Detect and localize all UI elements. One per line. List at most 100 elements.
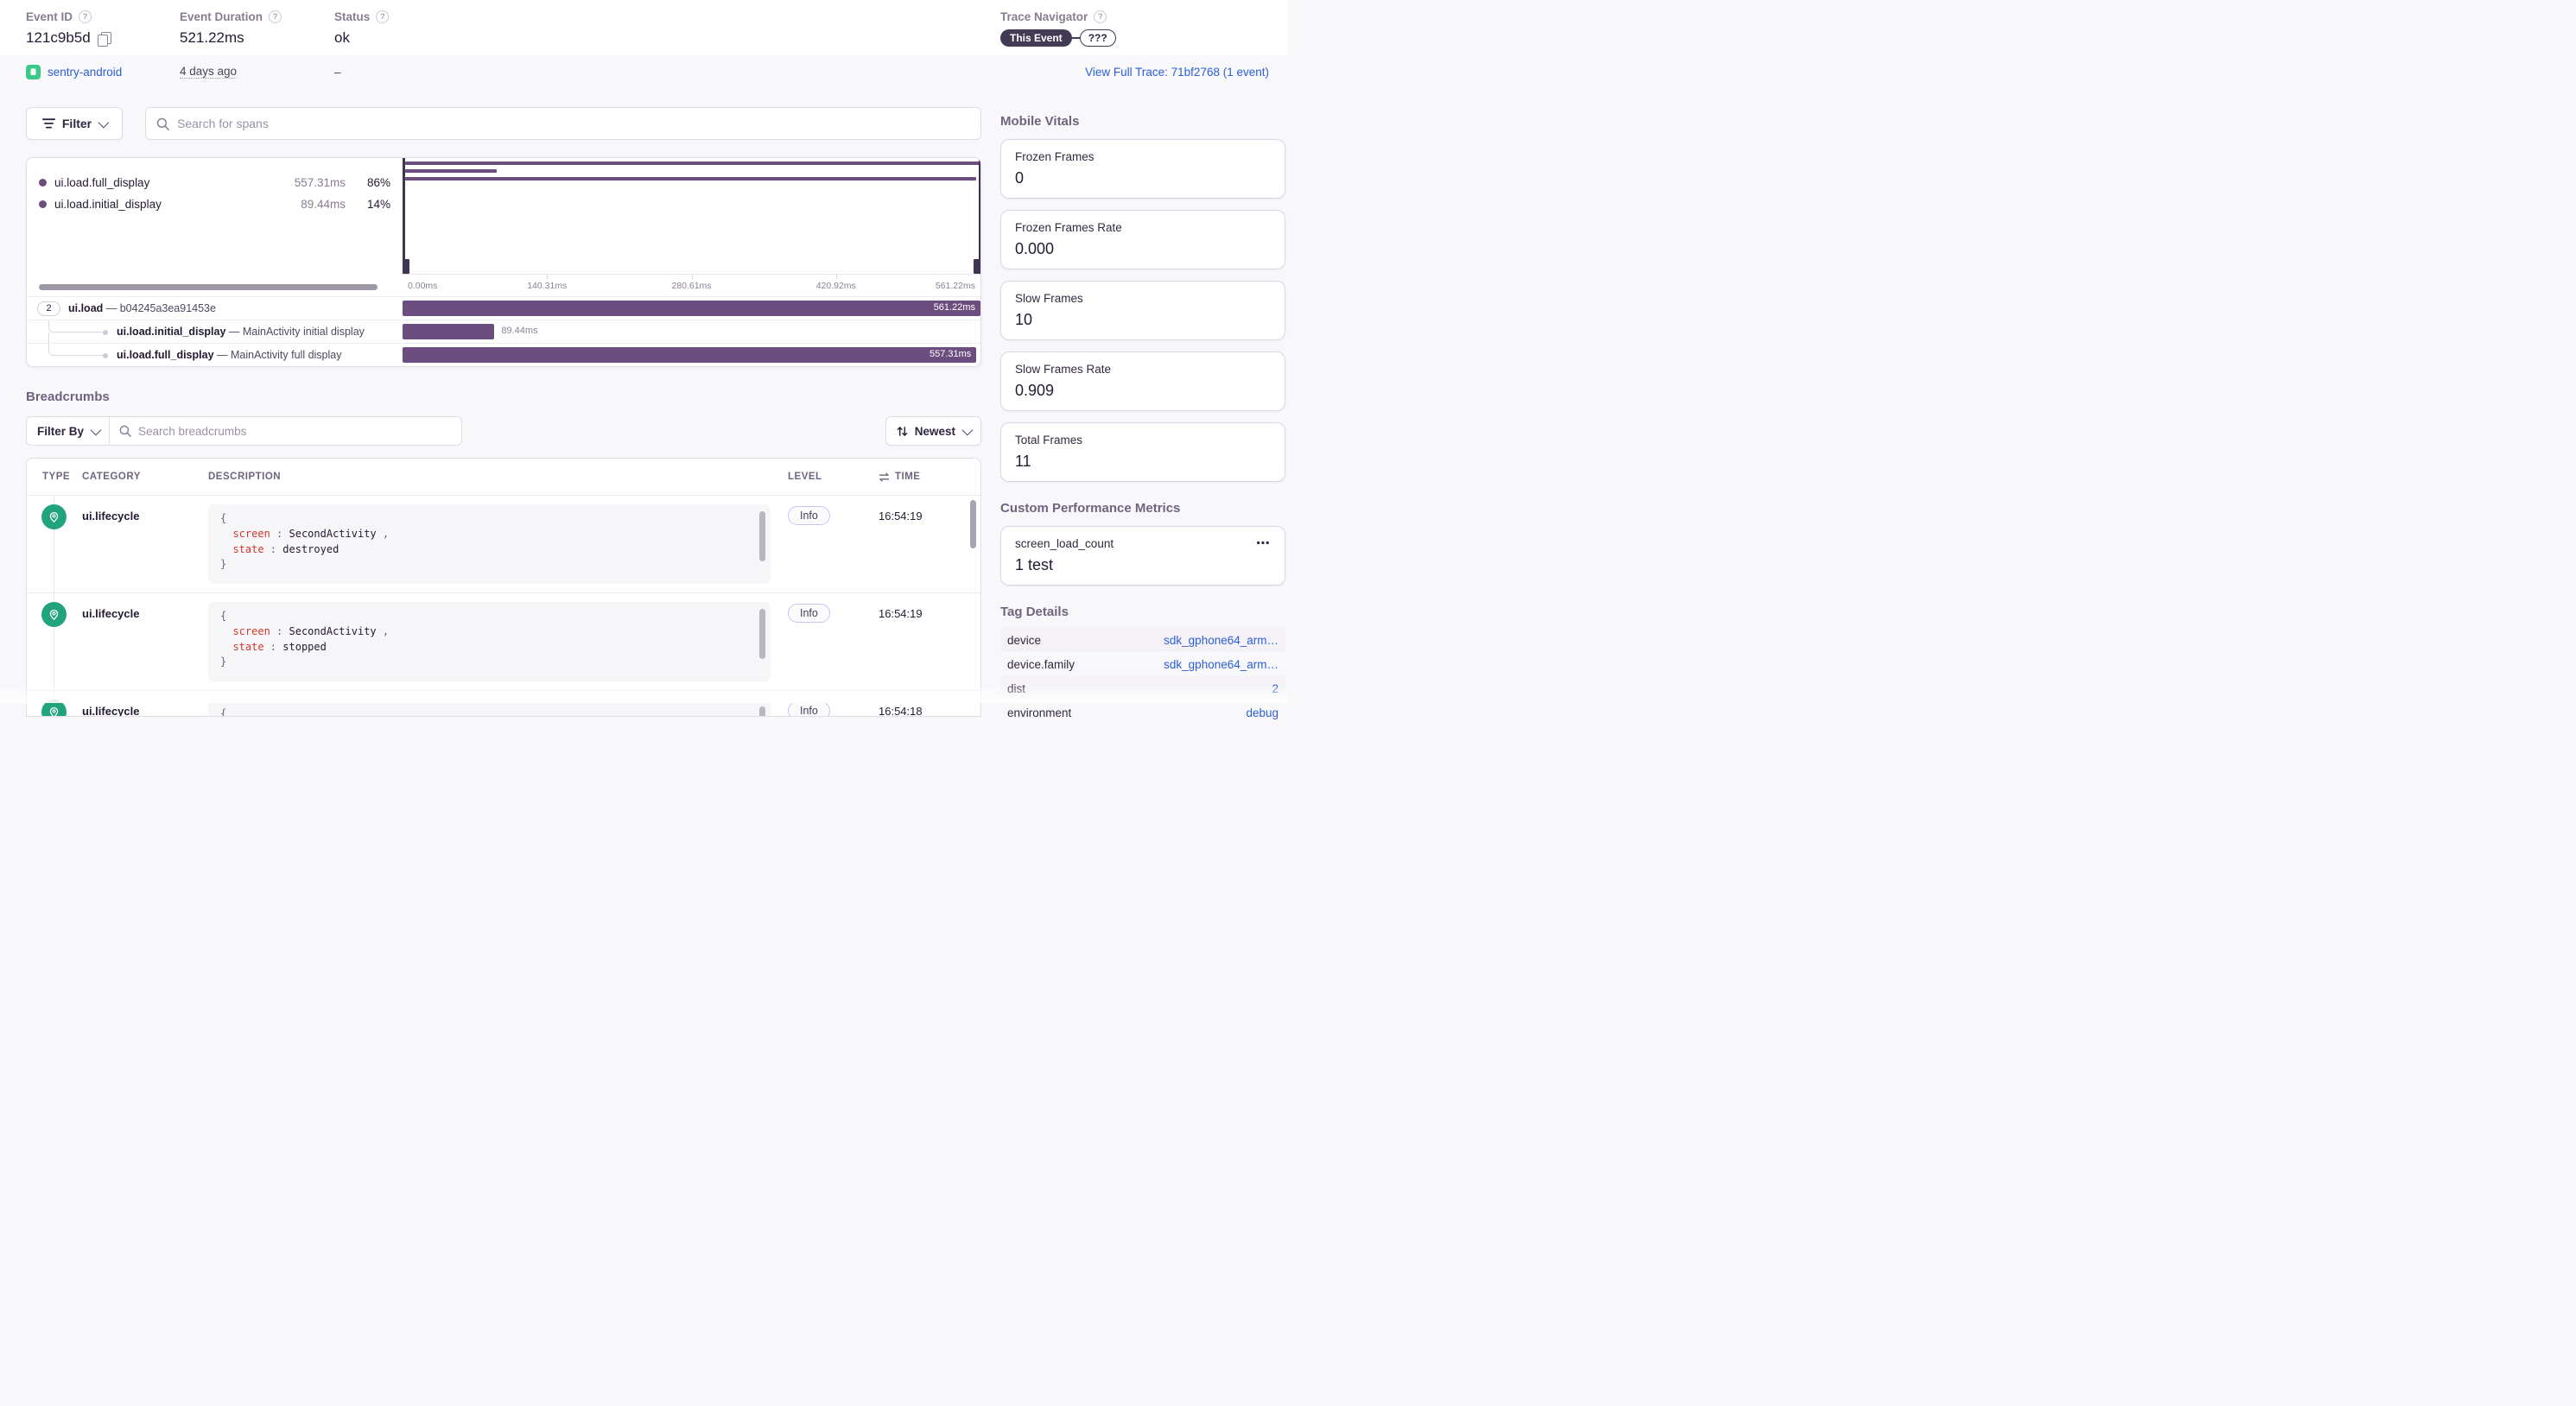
span-legend: ui.load.full_display 557.31ms 86% ui.load.i… bbox=[27, 158, 403, 296]
breadcrumbs-sort-button[interactable]: Newest bbox=[885, 416, 981, 446]
breadcrumb-row[interactable]: ui.lifecycle { screen : SecondActivity , … bbox=[27, 690, 980, 716]
tag-key: environment bbox=[1007, 706, 1072, 719]
span-duration-bar[interactable]: 557.31ms bbox=[403, 347, 977, 363]
breadcrumb-row[interactable]: ui.lifecycle { screen : SecondActivity , … bbox=[27, 495, 980, 593]
axis-tick bbox=[547, 275, 549, 279]
tag-value-link[interactable]: debug bbox=[1246, 706, 1278, 719]
span-waterfall-card: ui.load.full_display 557.31ms 86% ui.load.i… bbox=[26, 157, 981, 367]
event-id-label: Event ID bbox=[26, 10, 73, 23]
span-bar-cell[interactable]: 89.44ms bbox=[403, 320, 980, 343]
span-op-color-dot bbox=[39, 179, 47, 187]
tag-value-link[interactable]: sdk_gphone64_arm… bbox=[1164, 657, 1278, 671]
event-id-value: 121c9b5d bbox=[26, 29, 91, 46]
vital-label: Slow Frames Rate bbox=[1015, 363, 1112, 376]
span-children-count-badge[interactable]: 2 bbox=[37, 301, 60, 316]
project-name: sentry-android bbox=[48, 65, 123, 79]
breadcrumb-description-cell: { screen : SecondActivity , state : dest… bbox=[208, 496, 788, 592]
minimap-left-handle[interactable] bbox=[403, 158, 409, 274]
status-sub-value: – bbox=[334, 65, 341, 79]
breadcrumb-description-cell: { screen : SecondActivity , state : stop… bbox=[208, 593, 788, 690]
breadcrumbs-title: Breadcrumbs bbox=[26, 390, 110, 404]
legend-duration: 557.31ms bbox=[294, 176, 346, 189]
android-platform-icon bbox=[26, 64, 41, 79]
tag-row: device sdk_gphone64_arm… bbox=[1000, 628, 1285, 652]
chevron-down-icon bbox=[961, 424, 974, 435]
span-duration-bar[interactable] bbox=[403, 324, 495, 339]
horizontal-scrollbar[interactable] bbox=[39, 284, 378, 290]
column-header-time[interactable]: TIME bbox=[879, 472, 980, 482]
trace-navigator-group: Trace Navigator ? This Event ??? bbox=[1000, 10, 1116, 47]
view-full-trace-link[interactable]: View Full Trace: 71bf2768 (1 event) bbox=[1085, 65, 1269, 79]
custom-metric-label: screen_load_count bbox=[1015, 537, 1114, 550]
code-scrollbar[interactable] bbox=[759, 609, 765, 659]
breadcrumbs-search-input[interactable] bbox=[138, 424, 453, 438]
status-group: Status ? ok bbox=[334, 10, 390, 47]
column-header-description: DESCRIPTION bbox=[208, 472, 282, 482]
tree-node-dot bbox=[103, 353, 108, 358]
span-filter-button[interactable]: Filter bbox=[26, 107, 123, 140]
vital-value: 0 bbox=[1015, 169, 1025, 187]
span-bar-cell[interactable]: 557.31ms bbox=[403, 344, 980, 366]
vital-value: 10 bbox=[1015, 311, 1033, 328]
span-name-cell: 2 ui.load — b04245a3ea91453e bbox=[27, 297, 403, 320]
tag-value-link[interactable]: sdk_gphone64_arm… bbox=[1164, 633, 1278, 647]
code-scrollbar[interactable] bbox=[759, 511, 765, 561]
span-tree-row[interactable]: 2 ui.load — b04245a3ea91453e 561.22ms bbox=[27, 296, 980, 320]
span-toolbar: Filter bbox=[26, 107, 981, 140]
span-tree-row[interactable]: ui.load.full_display — MainActivity full… bbox=[27, 343, 980, 366]
breadcrumb-level-cell: Info bbox=[788, 691, 879, 716]
trace-navigator-label: Trace Navigator bbox=[1000, 10, 1088, 23]
breadcrumbs-scrollbar[interactable] bbox=[970, 500, 976, 548]
minimap-right-handle[interactable] bbox=[974, 158, 980, 274]
next-event-pill[interactable]: ??? bbox=[1079, 29, 1116, 47]
legend-percent: 86% bbox=[366, 176, 390, 189]
custom-metrics-title: Custom Performance Metrics bbox=[1000, 501, 1181, 516]
code-scrollbar[interactable] bbox=[759, 706, 765, 716]
breadcrumb-type-cell bbox=[27, 496, 82, 593]
breadcrumb-category: ui.lifecycle bbox=[82, 607, 140, 620]
legend-op-name: ui.load.initial_display bbox=[54, 198, 162, 211]
breadcrumb-level-cell: Info bbox=[788, 593, 879, 690]
header-background bbox=[0, 0, 1288, 55]
chevron-down-icon bbox=[98, 117, 110, 128]
span-duration-label: 561.22ms bbox=[933, 302, 975, 313]
custom-metric-card: screen_load_count ⋯ 1 test bbox=[1000, 526, 1285, 586]
breadcrumb-type-cell bbox=[27, 691, 82, 716]
event-duration-help-icon[interactable]: ? bbox=[269, 10, 282, 23]
vital-label: Slow Frames bbox=[1015, 292, 1083, 305]
breadcrumbs-filter-button[interactable]: Filter By bbox=[26, 416, 111, 446]
tag-row: environment debug bbox=[1000, 700, 1285, 725]
this-event-pill[interactable]: This Event bbox=[1000, 29, 1072, 47]
project-link[interactable]: sentry-android bbox=[26, 64, 123, 79]
span-search-box bbox=[145, 107, 981, 140]
trace-navigator-pills: This Event ??? bbox=[1000, 29, 1116, 47]
axis-tick-label: 0.00ms bbox=[408, 281, 438, 291]
breadcrumbs-search-box bbox=[110, 416, 463, 446]
level-badge: Info bbox=[788, 604, 830, 623]
breadcrumbs-filter-label: Filter By bbox=[37, 424, 85, 438]
tree-connector-elbow bbox=[48, 344, 105, 356]
chevron-down-icon bbox=[90, 424, 102, 435]
event-age[interactable]: 4 days ago bbox=[180, 65, 238, 79]
span-tree-row[interactable]: ui.load.initial_display — MainActivity i… bbox=[27, 320, 980, 343]
span-name-cell: ui.load.initial_display — MainActivity i… bbox=[27, 320, 403, 343]
location-pin-icon bbox=[41, 504, 67, 529]
legend-row: ui.load.full_display 557.31ms 86% bbox=[39, 172, 390, 193]
trace-navigator-help-icon[interactable]: ? bbox=[1094, 10, 1107, 23]
breadcrumbs-table: TYPE CATEGORY DESCRIPTION LEVEL TIME ui.… bbox=[26, 458, 981, 717]
metric-options-icon[interactable]: ⋯ bbox=[1256, 535, 1271, 551]
copy-icon[interactable] bbox=[97, 31, 111, 47]
span-duration-bar[interactable]: 561.22ms bbox=[403, 301, 980, 316]
time-axis: 0.00ms 140.31ms 280.61ms 420.92ms 561.22ms bbox=[403, 274, 980, 296]
status-value: ok bbox=[334, 29, 350, 46]
breadcrumb-time: 16:54:19 bbox=[879, 510, 923, 522]
tree-connector-elbow bbox=[48, 320, 105, 332]
vital-card: Slow Frames 10 bbox=[1000, 281, 1285, 340]
event-id-help-icon[interactable]: ? bbox=[79, 10, 92, 23]
search-icon bbox=[119, 425, 131, 437]
span-bar-cell[interactable]: 561.22ms bbox=[403, 297, 980, 320]
span-search-input[interactable] bbox=[177, 117, 970, 130]
status-help-icon[interactable]: ? bbox=[376, 10, 390, 23]
tag-value-link[interactable]: 2 bbox=[1272, 681, 1278, 695]
breadcrumb-row[interactable]: ui.lifecycle { screen : SecondActivity , … bbox=[27, 592, 980, 691]
